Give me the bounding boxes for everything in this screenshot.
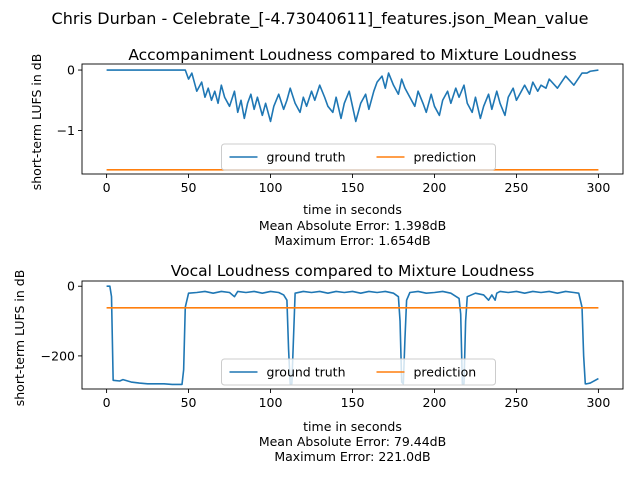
maximum-error-label: Maximum Error: 1.654dB xyxy=(274,233,430,248)
x-tick-label: 250 xyxy=(505,395,529,410)
x-tick-label: 300 xyxy=(586,180,610,195)
y-tick-label: 0 xyxy=(67,63,75,78)
x-tick-label: 100 xyxy=(259,395,283,410)
x-tick-label: 50 xyxy=(181,180,197,195)
legend-box xyxy=(221,358,496,386)
series-line-ground-truth xyxy=(106,69,599,123)
accompaniment-chart: Accompaniment Loudness compared to Mixtu… xyxy=(29,46,624,248)
mean-absolute-error-label: Mean Absolute Error: 79.44dB xyxy=(259,434,446,449)
x-tick-label: 100 xyxy=(259,180,283,195)
series-group xyxy=(106,285,599,386)
legend-label: ground truth xyxy=(267,365,346,380)
x-tick-label: 50 xyxy=(181,395,197,410)
x-tick-label: 250 xyxy=(505,180,529,195)
y-axis-label: short-term LUFS in dB xyxy=(12,270,27,407)
mean-absolute-error-label: Mean Absolute Error: 1.398dB xyxy=(259,218,446,233)
x-tick-label: 0 xyxy=(103,395,111,410)
x-axis-label: time in seconds xyxy=(303,419,402,434)
chart-title: Vocal Loudness compared to Mixture Loudn… xyxy=(171,262,535,280)
y-tick-label: −200 xyxy=(41,348,75,363)
x-tick-label: 150 xyxy=(341,395,365,410)
legend-label: prediction xyxy=(414,150,477,165)
series-line-ground-truth xyxy=(106,285,599,386)
x-tick-label: 150 xyxy=(341,180,365,195)
x-tick-label: 300 xyxy=(586,395,610,410)
chart-title: Accompaniment Loudness compared to Mixtu… xyxy=(128,46,576,64)
legend-box xyxy=(221,143,496,171)
y-tick-label: −1 xyxy=(57,123,75,138)
x-tick-label: 0 xyxy=(103,180,111,195)
legend-label: prediction xyxy=(414,365,477,380)
x-tick-label: 200 xyxy=(423,395,447,410)
y-tick-label: 0 xyxy=(67,279,75,294)
x-tick-label: 200 xyxy=(423,180,447,195)
vocal-chart: Vocal Loudness compared to Mixture Loudn… xyxy=(12,262,624,464)
y-axis-label: short-term LUFS in dB xyxy=(29,54,44,191)
maximum-error-label: Maximum Error: 221.0dB xyxy=(274,449,430,464)
x-axis-label: time in seconds xyxy=(303,202,402,217)
figure-suptitle: Chris Durban - Celebrate_[-4.73040611]_f… xyxy=(52,9,589,29)
legend-label: ground truth xyxy=(267,150,346,165)
